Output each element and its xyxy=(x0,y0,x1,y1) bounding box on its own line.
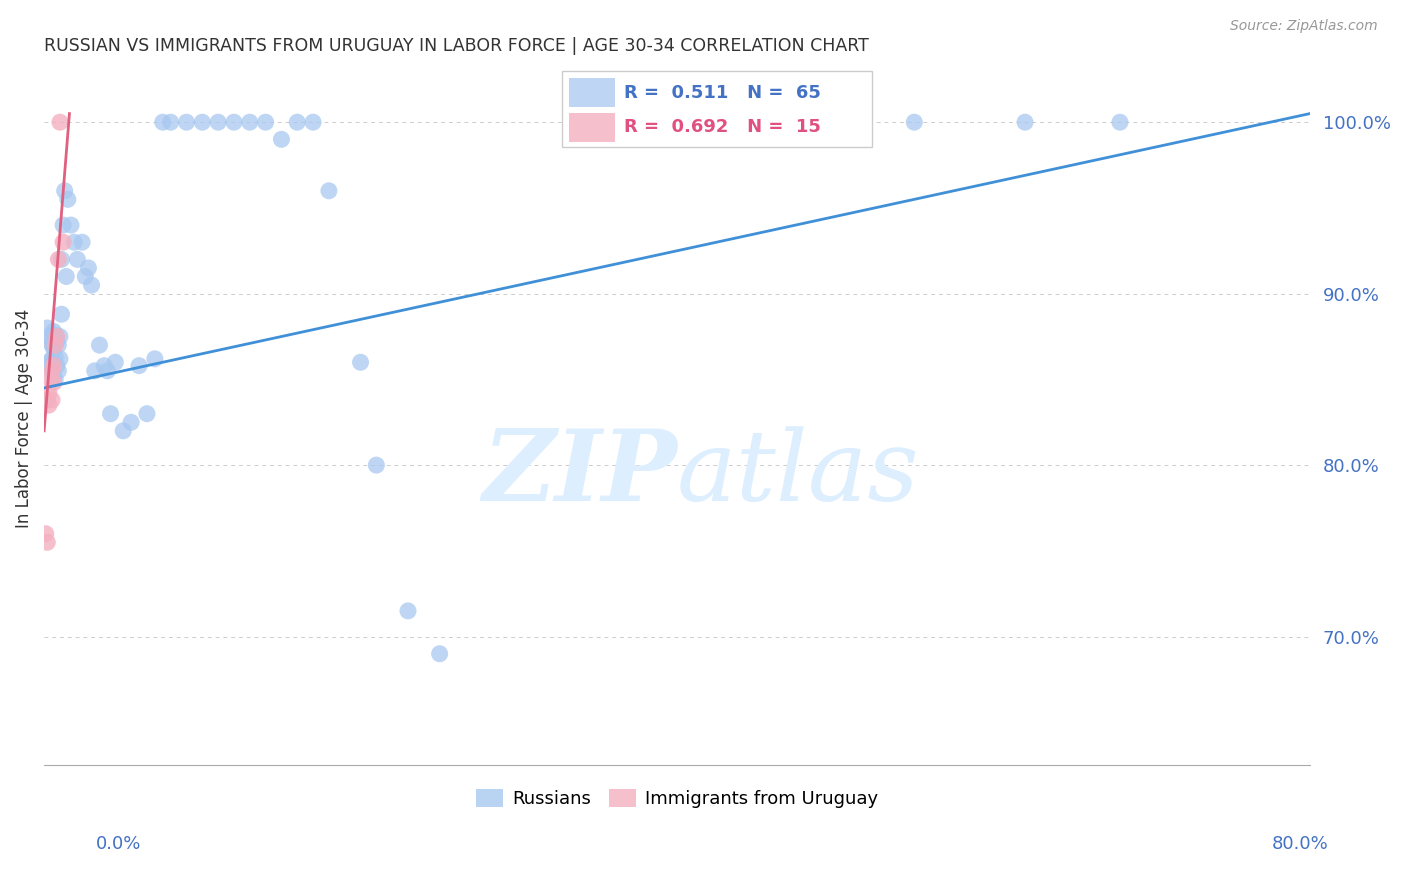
Point xyxy=(1109,115,1132,129)
Point xyxy=(45,359,67,373)
FancyBboxPatch shape xyxy=(562,71,872,147)
Point xyxy=(396,604,419,618)
Point xyxy=(48,364,70,378)
Point xyxy=(56,192,79,206)
Point xyxy=(37,321,59,335)
Point xyxy=(1014,115,1036,129)
Point xyxy=(285,115,308,129)
Point xyxy=(49,351,72,366)
Point xyxy=(42,342,65,356)
Point xyxy=(42,359,65,373)
Point xyxy=(112,424,135,438)
Point xyxy=(37,535,59,549)
Text: atlas: atlas xyxy=(676,425,920,521)
Point xyxy=(42,325,65,339)
Point xyxy=(152,115,174,129)
Point xyxy=(665,115,688,129)
Point xyxy=(41,351,63,366)
Point xyxy=(41,364,63,378)
Point xyxy=(176,115,198,129)
Point xyxy=(51,307,73,321)
Text: 0.0%: 0.0% xyxy=(96,835,141,853)
Point xyxy=(60,218,83,232)
Point xyxy=(39,372,62,386)
Text: R =  0.692   N =  15: R = 0.692 N = 15 xyxy=(624,118,821,136)
Point xyxy=(697,115,720,129)
Point xyxy=(128,359,150,373)
Point xyxy=(77,260,100,275)
Point xyxy=(66,252,89,267)
Point xyxy=(159,115,181,129)
Point xyxy=(52,235,75,250)
Point xyxy=(903,115,925,129)
Point xyxy=(254,115,277,129)
Point xyxy=(104,355,127,369)
Point xyxy=(45,334,67,349)
Point xyxy=(38,386,60,401)
Point xyxy=(89,338,111,352)
FancyBboxPatch shape xyxy=(568,78,614,107)
Point xyxy=(93,359,115,373)
Point xyxy=(83,364,105,378)
Point xyxy=(37,392,59,407)
Point xyxy=(42,368,65,383)
Point xyxy=(41,364,63,378)
Point xyxy=(44,327,66,342)
Point xyxy=(75,269,97,284)
Point xyxy=(100,407,122,421)
Text: R =  0.511   N =  65: R = 0.511 N = 65 xyxy=(624,84,821,102)
Point xyxy=(48,338,70,352)
Point xyxy=(41,392,63,407)
Point xyxy=(222,115,245,129)
Point xyxy=(39,334,62,349)
Text: 80.0%: 80.0% xyxy=(1272,835,1329,853)
Point xyxy=(51,252,73,267)
Point xyxy=(143,351,166,366)
Y-axis label: In Labor Force | Age 30-34: In Labor Force | Age 30-34 xyxy=(15,309,32,527)
Point xyxy=(39,359,62,373)
Point xyxy=(191,115,214,129)
Point xyxy=(53,184,76,198)
Point xyxy=(136,407,159,421)
Point xyxy=(239,115,262,129)
Point xyxy=(49,329,72,343)
Text: ZIP: ZIP xyxy=(482,425,676,522)
Point xyxy=(63,235,86,250)
Point xyxy=(44,350,66,364)
Point xyxy=(45,329,67,343)
Point xyxy=(38,355,60,369)
Point xyxy=(48,252,70,267)
Point xyxy=(34,526,56,541)
Point xyxy=(349,355,371,369)
Text: RUSSIAN VS IMMIGRANTS FROM URUGUAY IN LABOR FORCE | AGE 30-34 CORRELATION CHART: RUSSIAN VS IMMIGRANTS FROM URUGUAY IN LA… xyxy=(44,37,869,55)
Point xyxy=(42,376,65,390)
Point xyxy=(44,372,66,386)
Point xyxy=(49,115,72,129)
Point xyxy=(44,338,66,352)
Point xyxy=(120,415,142,429)
Point xyxy=(302,115,325,129)
Point xyxy=(52,218,75,232)
Point xyxy=(270,132,292,146)
Point xyxy=(38,398,60,412)
Point xyxy=(55,269,77,284)
Point xyxy=(96,364,118,378)
Point xyxy=(429,647,451,661)
Point xyxy=(318,184,340,198)
Point xyxy=(41,338,63,352)
Point xyxy=(80,278,103,293)
Point xyxy=(70,235,93,250)
Text: Source: ZipAtlas.com: Source: ZipAtlas.com xyxy=(1230,19,1378,33)
Point xyxy=(207,115,229,129)
Point xyxy=(38,329,60,343)
Legend: Russians, Immigrants from Uruguay: Russians, Immigrants from Uruguay xyxy=(468,781,886,815)
Point xyxy=(366,458,388,472)
FancyBboxPatch shape xyxy=(568,113,614,142)
